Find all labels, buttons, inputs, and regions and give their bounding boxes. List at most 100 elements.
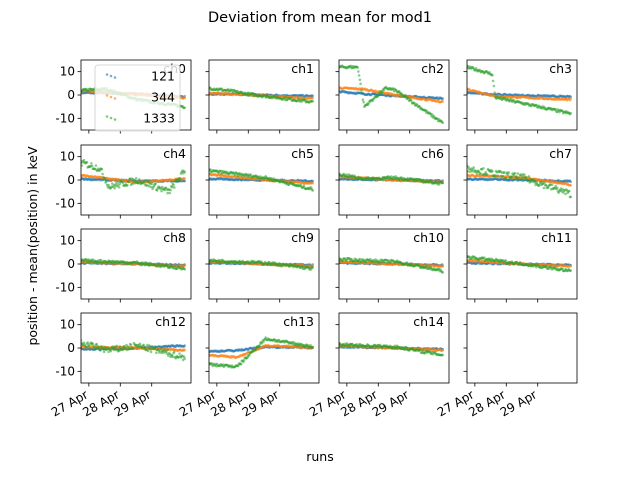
data-point [557,191,561,194]
data-point [183,106,186,110]
data-point [524,175,528,179]
data-point [506,173,510,176]
data-point [289,96,293,100]
data-point [233,173,237,177]
series-1333-points [209,86,315,104]
data-point [504,176,508,180]
data-point [134,177,138,180]
data-point [85,161,89,164]
y-tick-label: -10 [55,196,75,210]
data-point [146,261,150,265]
data-point [569,180,572,184]
data-point [538,183,541,187]
data-point [441,100,445,103]
series-344-points [467,87,572,102]
panel-ch2: ch2 [335,59,450,134]
data-point [358,78,362,82]
panel-label: ch1 [291,61,314,76]
data-point [159,187,163,191]
data-point [81,164,83,167]
panel-ch5: ch5 [205,144,320,219]
data-point [503,171,506,174]
series-1333-points [339,64,445,125]
data-point [150,182,154,185]
data-point [484,171,488,174]
data-point [492,84,496,88]
panel-label: ch4 [163,146,186,161]
data-point [556,186,559,190]
panel-points [339,172,445,186]
panel-ch6: ch6 [335,144,450,219]
data-point [220,87,223,90]
data-point [126,184,129,187]
data-point [236,174,240,177]
series-1333-points [209,258,315,271]
data-point [249,173,253,176]
data-point [467,170,469,173]
data-point [569,184,572,187]
data-point [496,174,499,178]
data-point [360,91,364,95]
data-point [543,181,546,184]
data-point [143,178,146,182]
data-point [138,180,142,183]
y-tick-label: 10 [60,234,75,248]
data-point [183,264,186,267]
data-point [407,179,411,182]
panel-ch10: ch10 [335,228,450,303]
data-point [341,259,345,262]
data-point [493,91,496,94]
data-point [107,183,110,187]
panel-points [209,168,315,192]
data-point [94,164,98,167]
data-point [437,183,441,186]
panel-ch7: ch7 [463,144,578,219]
data-point [482,167,485,170]
figure-title: Deviation from mean for mod1 [208,10,432,26]
y-tick-label: 10 [60,65,75,79]
data-point [520,177,523,181]
data-point [178,177,182,181]
panel-label: ch7 [549,146,572,161]
series-1333-points [339,172,445,186]
data-point [569,111,572,115]
data-point [311,266,315,269]
y-tick-label: 0 [67,88,75,102]
panel-points [81,258,186,271]
y-tick-label: 0 [67,173,75,187]
data-point [209,168,212,171]
data-point [562,191,565,194]
data-point [554,184,558,188]
panel-points [209,258,315,271]
data-point [137,178,141,181]
data-point [441,265,445,268]
data-point [99,258,103,262]
data-point [280,264,284,268]
data-point [311,99,315,103]
data-point [173,186,176,189]
data-point [441,181,445,185]
data-point [400,92,404,95]
data-point [542,186,546,190]
data-point [405,261,409,264]
data-point [485,173,489,176]
data-point [116,181,119,184]
data-point [569,95,572,99]
y-axis-label: position - mean(position) in keV [25,146,40,346]
data-point [362,100,365,104]
data-point [176,267,179,271]
data-point [277,264,280,268]
data-point [564,192,567,196]
data-point [163,188,166,192]
data-point [173,265,177,268]
data-point [491,169,494,173]
data-point [166,264,169,267]
data-point [87,89,91,93]
data-point [356,66,360,69]
data-point [169,188,172,192]
data-point [513,171,517,175]
series-1333-points [467,164,572,199]
data-point [441,271,445,274]
data-point [410,262,414,266]
